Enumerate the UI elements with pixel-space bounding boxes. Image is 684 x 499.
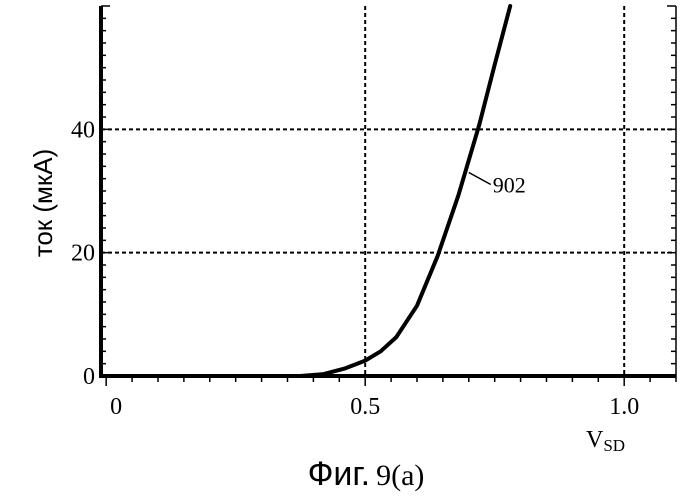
- y-tick-label: 20: [71, 241, 95, 267]
- y-tick-label: 40: [71, 117, 95, 143]
- x-axis-label-main: V: [586, 427, 604, 453]
- axes: [99, 6, 676, 376]
- x-axis-label-subscript: SD: [603, 436, 625, 455]
- tick-marks: [101, 6, 676, 386]
- figure-caption: Фиг.9(a): [308, 455, 425, 493]
- x-tick-label: 0.5: [350, 394, 380, 420]
- x-axis-label: VSD: [586, 427, 625, 455]
- caption-number: 9(a): [376, 459, 424, 492]
- series-line-0: [300, 6, 510, 376]
- annotation-label: 902: [493, 173, 526, 198]
- series-layer: [300, 6, 510, 376]
- annotation-leader-line: [469, 173, 491, 185]
- x-tick-label: 0: [110, 394, 122, 420]
- x-tick-label: 1.0: [609, 394, 639, 420]
- annotations: 902: [469, 173, 526, 198]
- y-axis-label: ток (мкА): [28, 149, 58, 258]
- caption-word: Фиг.: [308, 455, 371, 493]
- grid-lines: [101, 6, 676, 376]
- y-tick-label: 0: [83, 364, 95, 390]
